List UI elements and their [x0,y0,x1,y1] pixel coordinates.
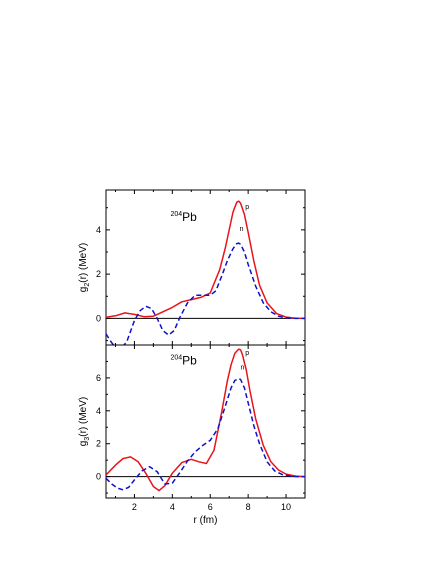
isotope-mass-number: 204 [170,355,182,362]
y-axis-label: g2(r) (MeV) [78,243,91,292]
y-tick-label: 4 [96,225,101,235]
y-axis-label-g: g [78,287,89,293]
x-tick-label: 4 [170,502,175,512]
series-label-p: p [245,350,249,357]
panel-bottom-g3: 2 4 6 8 10 0 2 4 6 g3(r) (MeV) r (fm) 204Pb p n [78,344,306,526]
series-label-n: n [240,226,244,233]
y-tick-label: 6 [96,373,101,383]
series-line-p [106,348,305,492]
plot-frame [105,189,306,346]
plot-frame [105,344,306,499]
isotope-mass-number: 204 [170,211,182,218]
y-tick-label: 0 [96,472,101,482]
y-tick-label: 2 [96,269,101,279]
series-line-n [106,242,305,345]
series-label-n: n [241,365,245,372]
x-axis-label: r (fm) [194,515,218,526]
y-tick-label: 4 [96,406,101,416]
series-label-p: p [245,204,249,211]
y-axis-label-g: g [78,441,89,447]
y-tick-label: 2 [96,439,101,449]
y-tick-label: 0 [96,313,101,323]
isotope-symbol: Pb [182,354,197,368]
x-tick-label: 10 [281,502,291,512]
x-tick-label: 8 [246,502,251,512]
y-axis-label-rest: (r) (MeV) [78,243,89,283]
series-line-n [106,377,305,491]
series-line-p [106,200,305,320]
isotope-label: 204Pb [170,210,197,224]
x-tick-label: 2 [132,502,137,512]
y-axis-label-sub: 2 [84,283,91,287]
x-tick-label: 6 [208,502,213,512]
isotope-label: 204Pb [170,354,197,368]
y-axis-label: g3(r) (MeV) [78,397,91,446]
isotope-symbol: Pb [182,210,197,224]
y-axis-label-rest: (r) (MeV) [78,397,89,437]
y-axis-label-sub: 3 [84,437,91,441]
